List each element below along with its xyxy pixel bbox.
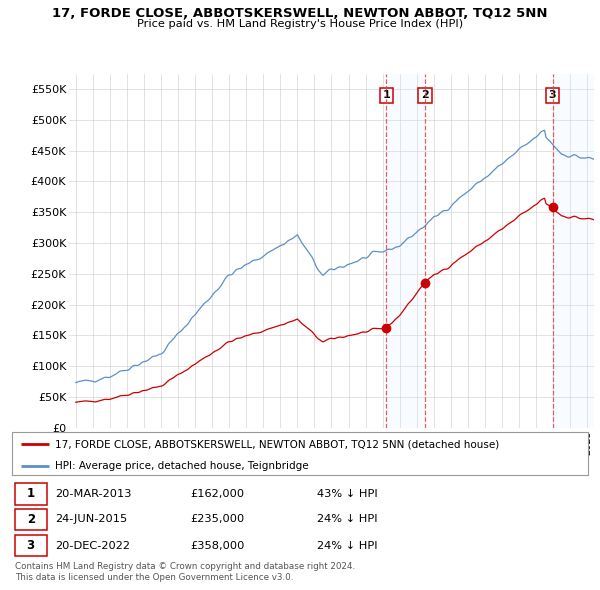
Text: This data is licensed under the Open Government Licence v3.0.: This data is licensed under the Open Gov…	[15, 573, 293, 582]
Text: 17, FORDE CLOSE, ABBOTSKERSWELL, NEWTON ABBOT, TQ12 5NN (detached house): 17, FORDE CLOSE, ABBOTSKERSWELL, NEWTON …	[55, 440, 499, 450]
Text: 3: 3	[26, 539, 35, 552]
Text: £358,000: £358,000	[191, 540, 245, 550]
Text: £235,000: £235,000	[191, 514, 245, 525]
Bar	[386, 74, 425, 428]
Bar	[553, 74, 594, 428]
Text: 24-JUN-2015: 24-JUN-2015	[55, 514, 127, 525]
Text: 2: 2	[26, 513, 35, 526]
Bar	[15, 535, 47, 556]
Bar	[15, 509, 47, 530]
Text: 43% ↓ HPI: 43% ↓ HPI	[317, 489, 378, 499]
Text: Price paid vs. HM Land Registry's House Price Index (HPI): Price paid vs. HM Land Registry's House …	[137, 19, 463, 30]
Text: 20-MAR-2013: 20-MAR-2013	[55, 489, 132, 499]
Text: 1: 1	[26, 487, 35, 500]
Text: 20-DEC-2022: 20-DEC-2022	[55, 540, 130, 550]
Text: 2: 2	[421, 90, 429, 100]
Text: 24% ↓ HPI: 24% ↓ HPI	[317, 514, 378, 525]
Text: £162,000: £162,000	[191, 489, 245, 499]
Text: 3: 3	[549, 90, 556, 100]
Text: HPI: Average price, detached house, Teignbridge: HPI: Average price, detached house, Teig…	[55, 461, 309, 471]
Text: 24% ↓ HPI: 24% ↓ HPI	[317, 540, 378, 550]
Bar	[15, 483, 47, 504]
Text: Contains HM Land Registry data © Crown copyright and database right 2024.: Contains HM Land Registry data © Crown c…	[15, 562, 355, 571]
Text: 17, FORDE CLOSE, ABBOTSKERSWELL, NEWTON ABBOT, TQ12 5NN: 17, FORDE CLOSE, ABBOTSKERSWELL, NEWTON …	[52, 7, 548, 20]
Text: 1: 1	[382, 90, 390, 100]
